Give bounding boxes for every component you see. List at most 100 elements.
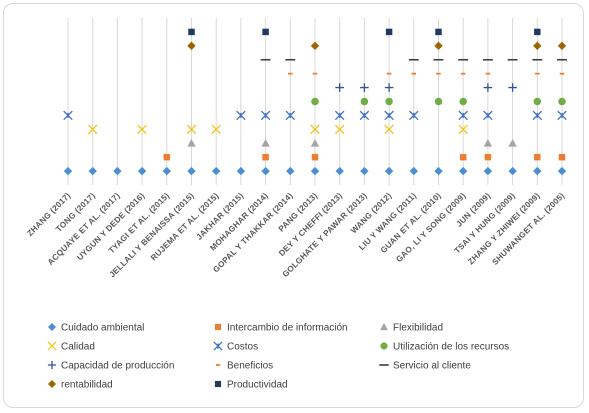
data-point — [384, 166, 394, 176]
data-point — [187, 41, 196, 51]
legend-item-intercambio-de-informacion: Intercambio de información — [214, 323, 348, 334]
legend-label: Cuidado ambiental — [61, 323, 144, 334]
legend-item-rentabilidad: rentabilidad — [48, 380, 113, 391]
data-point — [261, 166, 270, 176]
data-point — [335, 166, 344, 176]
data-point — [335, 83, 344, 92]
data-point — [162, 166, 171, 176]
data-point — [87, 124, 98, 135]
legend-item-utilizacion-de-los-recursos: Utilización de los recursos — [380, 342, 509, 353]
legend-item-costos: Costos — [213, 341, 258, 353]
data-point — [483, 110, 493, 121]
legend-marker — [47, 360, 57, 370]
legend-marker — [214, 380, 222, 388]
legend-marker — [48, 323, 56, 331]
data-point — [558, 153, 566, 161]
series-cuidado-ambiental — [63, 166, 567, 176]
data-point — [63, 110, 73, 121]
data-point — [310, 139, 320, 147]
data-point — [533, 41, 542, 51]
data-point — [483, 83, 493, 92]
legend-label: Capacidad de producción — [61, 361, 174, 372]
data-point — [359, 110, 370, 121]
x-tick-label: ZHANG (2017) — [25, 191, 72, 238]
legend-marker — [47, 341, 57, 351]
data-point — [262, 28, 269, 36]
data-point — [557, 110, 567, 121]
legend-item-capacidad-de-produccion: Capacidad de producción — [47, 360, 174, 372]
data-point — [459, 153, 467, 161]
data-point — [484, 153, 492, 161]
data-point — [385, 28, 393, 36]
legend-marker — [213, 341, 223, 351]
data-point — [310, 124, 320, 135]
data-point — [483, 166, 493, 176]
data-point — [187, 166, 196, 176]
data-point — [334, 124, 345, 135]
data-point — [533, 166, 542, 176]
legend-item-calidad: Calidad — [47, 341, 95, 353]
data-point — [384, 124, 394, 135]
data-point — [260, 110, 271, 121]
x-axis-tick-labels: ZHANG (2017)TONG (2017)ACQUAYE ET AL. (2… — [25, 191, 566, 279]
legend-item-productividad: Productividad — [214, 380, 288, 391]
data-point — [310, 166, 320, 176]
legend-label: Productividad — [227, 380, 288, 391]
data-point — [286, 166, 295, 176]
data-point — [188, 28, 195, 36]
data-point — [534, 28, 541, 36]
legend-label: Servicio al cliente — [393, 361, 471, 372]
data-point — [508, 139, 517, 147]
data-point — [113, 166, 122, 176]
data-point — [311, 153, 319, 161]
legend-label: Utilización de los recursos — [393, 342, 509, 353]
data-point — [435, 28, 442, 36]
data-point — [285, 110, 296, 121]
data-point — [384, 83, 394, 92]
data-point — [459, 97, 467, 106]
data-point — [557, 166, 567, 176]
chart-frame — [3, 3, 584, 408]
legend-item-servicio-al-cliente: Servicio al cliente — [379, 361, 471, 372]
legend-label: Flexibilidad — [393, 323, 443, 334]
data-point — [63, 166, 73, 176]
legend-marker — [380, 323, 388, 331]
data-point — [163, 153, 171, 161]
legend-marker — [214, 323, 222, 331]
data-point — [434, 41, 443, 51]
legend: Cuidado ambiental Intercambio de informac… — [47, 323, 509, 391]
data-point — [532, 110, 543, 121]
data-point — [434, 166, 443, 176]
data-point — [236, 166, 246, 176]
data-markers — [63, 28, 567, 176]
series-costos — [63, 110, 567, 121]
data-point — [311, 97, 319, 106]
legend-label: rentabilidad — [61, 380, 113, 391]
data-point — [434, 97, 443, 106]
data-point — [533, 97, 542, 106]
data-point — [187, 139, 196, 147]
data-point — [558, 97, 566, 106]
legend-item-beneficios: Beneficios — [215, 361, 273, 372]
data-point — [483, 139, 493, 147]
data-point — [137, 166, 147, 176]
series-utilizacion-de-los-recursos — [311, 97, 566, 106]
data-point — [409, 110, 419, 121]
legend-label: Calidad — [61, 342, 95, 353]
data-point — [186, 124, 197, 135]
series-intercambio-de-informacion — [163, 153, 566, 161]
legend-marker — [380, 342, 388, 350]
series-capacidad-de-produccion — [335, 83, 517, 92]
data-point — [384, 110, 394, 121]
data-point — [360, 166, 369, 176]
data-point — [212, 166, 221, 176]
data-point — [360, 97, 369, 106]
data-point — [409, 166, 418, 176]
data-point — [360, 83, 369, 92]
data-point — [334, 110, 345, 121]
legend-item-flexibilidad: Flexibilidad — [380, 323, 443, 334]
data-point — [137, 124, 147, 135]
data-point — [385, 97, 393, 106]
data-point — [236, 110, 246, 121]
